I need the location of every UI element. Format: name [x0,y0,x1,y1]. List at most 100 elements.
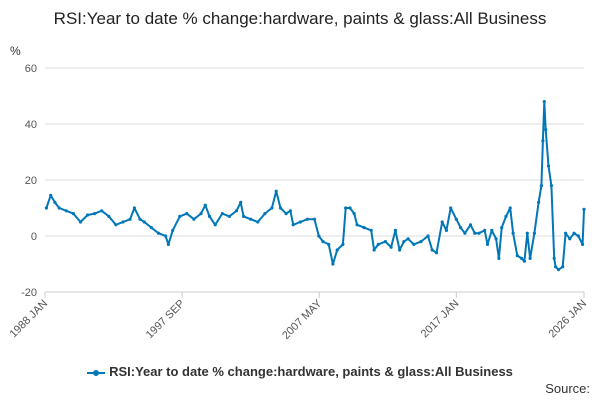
data-point[interactable] [71,212,75,216]
data-point[interactable] [352,212,356,216]
data-point[interactable] [284,212,288,216]
data-point[interactable] [525,231,529,235]
data-point[interactable] [171,228,175,232]
data-point[interactable] [542,100,546,104]
data-point[interactable] [199,212,203,216]
data-point[interactable] [449,206,453,210]
data-point[interactable] [541,139,545,143]
data-point[interactable] [86,213,90,217]
data-point[interactable] [511,231,515,235]
data-point[interactable] [568,237,572,241]
data-point[interactable] [497,256,501,260]
data-point[interactable] [362,226,366,230]
data-point[interactable] [376,242,380,246]
data-point[interactable] [522,259,527,263]
data-point[interactable] [220,212,224,216]
data-point[interactable] [537,200,541,204]
data-point[interactable] [203,203,207,207]
data-point[interactable] [393,228,397,232]
data-point[interactable] [142,220,146,224]
data-point[interactable] [57,206,61,210]
data-point[interactable] [256,220,260,224]
data-point[interactable] [440,220,444,224]
data-point[interactable] [234,209,239,213]
data-point[interactable] [468,223,473,227]
data-point[interactable] [93,212,97,216]
data-point[interactable] [166,242,170,246]
data-point[interactable] [263,212,267,216]
data-point[interactable] [49,193,53,197]
data-point[interactable] [305,217,309,221]
data-point[interactable] [561,265,565,269]
data-point[interactable] [317,234,321,238]
data-point[interactable] [341,242,345,246]
data-point[interactable] [528,256,532,260]
data-point[interactable] [121,220,125,224]
data-point[interactable] [321,240,325,244]
data-point[interactable] [494,237,498,241]
data-point[interactable] [128,217,132,221]
data-point[interactable] [344,206,348,210]
data-point[interactable] [402,240,406,244]
data-point[interactable] [398,248,402,252]
data-point[interactable] [434,251,439,255]
data-point[interactable] [556,268,561,272]
data-point[interactable] [239,200,243,204]
data-point[interactable] [412,242,416,246]
data-point[interactable] [520,256,524,260]
data-point[interactable] [552,256,556,260]
data-point[interactable] [312,217,317,221]
data-point[interactable] [532,231,537,235]
data-point[interactable] [582,207,586,211]
data-point[interactable] [426,234,430,238]
data-point[interactable] [274,189,278,193]
data-point[interactable] [164,234,168,238]
data-point[interactable] [44,206,49,210]
data-point[interactable] [132,206,136,210]
data-point[interactable] [473,231,477,235]
data-point[interactable] [249,217,253,221]
data-point[interactable] [544,128,548,132]
data-point[interactable] [242,214,246,218]
data-point[interactable] [355,223,359,227]
data-point[interactable] [114,223,118,227]
data-point[interactable] [564,231,568,235]
data-point[interactable] [372,248,376,252]
data-point[interactable] [213,223,217,227]
data-point[interactable] [53,200,57,204]
data-point[interactable] [383,240,387,244]
data-point[interactable] [549,184,554,188]
data-point[interactable] [107,214,111,218]
data-point[interactable] [483,228,487,232]
data-point[interactable] [477,231,481,235]
data-point[interactable] [500,226,504,230]
data-point[interactable] [572,231,576,235]
data-point[interactable] [227,214,231,218]
data-point[interactable] [389,245,393,249]
data-point[interactable] [348,206,352,210]
data-point[interactable] [149,226,153,230]
data-point[interactable] [138,217,142,221]
data-point[interactable] [298,220,302,224]
data-point[interactable] [581,242,585,246]
data-point[interactable] [331,262,335,266]
data-point[interactable] [454,217,458,221]
data-point[interactable] [100,209,104,213]
data-point[interactable] [178,214,182,218]
data-point[interactable] [278,206,283,210]
data-point[interactable] [64,209,68,213]
data-point[interactable] [444,228,448,232]
data-point[interactable] [327,242,331,246]
data-point[interactable] [335,248,339,252]
data-point[interactable] [270,206,274,210]
data-point[interactable] [554,265,558,269]
data-point[interactable] [185,212,189,216]
data-point[interactable] [207,214,212,218]
data-point[interactable] [576,234,580,238]
data-point[interactable] [485,242,490,246]
data-point[interactable] [463,231,467,235]
data-point[interactable] [406,237,410,241]
data-point[interactable] [291,223,295,227]
data-point[interactable] [369,228,373,232]
data-point[interactable] [419,240,423,244]
